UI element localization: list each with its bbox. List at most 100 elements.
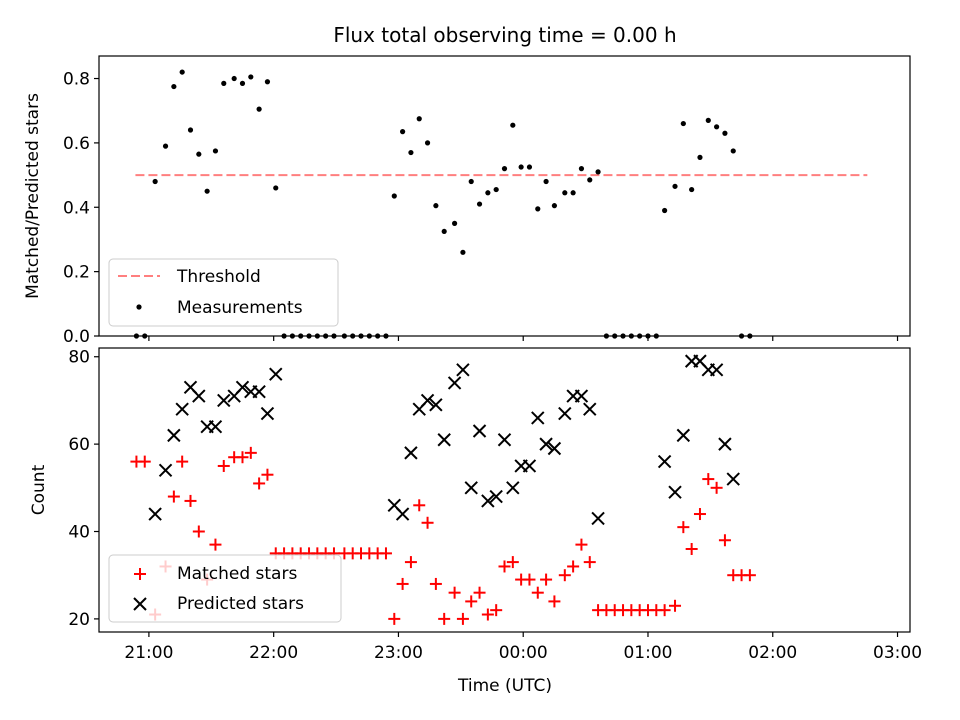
measurement-point <box>323 333 329 339</box>
matched-star-point <box>421 516 434 529</box>
measurement-point <box>433 203 439 209</box>
measurement-point <box>314 333 320 339</box>
matched-star-point <box>413 499 426 512</box>
predicted-star-point <box>429 398 443 412</box>
top-y-tick-label: 0.0 <box>63 327 90 347</box>
matched-star-point <box>567 560 580 573</box>
measurement-point <box>133 333 140 339</box>
measurement-point <box>526 164 533 170</box>
matched-star-point <box>388 612 401 625</box>
bottom-y-ticks: 20 40 60 80 <box>68 348 99 630</box>
top-y-tick-label: 0.8 <box>63 70 90 90</box>
predicted-legend-label: Predicted stars <box>177 594 304 614</box>
predicted-star-point <box>539 437 553 451</box>
predicted-star-point <box>235 380 250 395</box>
top-plot-frame <box>98 55 911 337</box>
predicted-star-point <box>726 472 740 486</box>
matched-star-point <box>244 446 257 459</box>
x-tick-label: 01:00 <box>623 643 672 663</box>
matched-star-point <box>548 595 561 608</box>
bottom-legend-box <box>108 554 342 623</box>
predicted-star-point <box>497 433 512 447</box>
predicted-star-point <box>657 454 672 469</box>
top-y-tick-label: 0.6 <box>63 134 90 154</box>
measurement-point <box>714 124 720 130</box>
matched-star-point <box>658 604 671 617</box>
predicted-star-point <box>481 494 495 508</box>
measurement-point <box>562 190 568 196</box>
matched-star-point <box>138 455 151 468</box>
matched-star-point <box>209 538 222 551</box>
x-axis-label: Time (UTC) <box>457 676 552 696</box>
measurement-point <box>603 333 609 339</box>
measurement-point <box>662 207 668 214</box>
matched-star-point <box>583 556 596 569</box>
x-tick-label: 00:00 <box>499 643 548 663</box>
measurement-point <box>239 80 246 86</box>
matched-star-point <box>490 604 503 617</box>
measurement-point <box>570 190 576 196</box>
x-tick-label: 02:00 <box>748 643 797 663</box>
measurement-point <box>187 127 194 133</box>
predicted-star-point <box>522 459 537 473</box>
bottom-series-points <box>130 354 756 625</box>
predicted-star-point <box>506 481 520 495</box>
predicted-star-point <box>167 428 181 443</box>
top-legend: Threshold Measurements <box>108 258 339 327</box>
matched-star-point <box>498 560 511 573</box>
predicted-star-point <box>676 428 691 443</box>
measurement-point <box>273 185 279 191</box>
x-tick-label: 21:00 <box>124 643 173 663</box>
predicted-star-point <box>547 441 562 456</box>
top-y-tick-label: 0.2 <box>63 263 90 283</box>
matched-star-point <box>396 577 409 590</box>
measurement-point <box>595 169 601 175</box>
measurement-point <box>281 333 287 339</box>
matched-star-point <box>456 612 469 625</box>
measurement-point <box>578 166 585 172</box>
matched-legend-label: Matched stars <box>177 564 297 584</box>
predicted-star-point <box>252 384 266 399</box>
matched-star-point <box>448 586 461 599</box>
predicted-star-point <box>269 367 283 381</box>
measurement-point <box>221 80 227 86</box>
predicted-star-point <box>583 402 597 416</box>
matched-star-point <box>481 608 494 621</box>
measurement-point <box>689 186 695 193</box>
matched-star-point <box>167 490 180 503</box>
predicted-star-point <box>175 402 189 416</box>
measurement-point <box>375 333 381 339</box>
top-y-axis-label: Matched/Predicted stars <box>23 93 43 299</box>
matched-legend-swatch <box>134 568 146 580</box>
predicted-star-point <box>420 393 435 408</box>
predicted-star-point <box>437 433 451 447</box>
measurement-point <box>416 116 422 122</box>
predicted-star-point <box>574 389 589 403</box>
matched-star-point <box>718 534 731 547</box>
chart-title: Flux total observing time = 0.00 h <box>333 23 676 47</box>
bottom-y-tick-label: 60 <box>68 435 90 455</box>
matched-star-point <box>685 542 698 555</box>
matched-star-point <box>236 451 249 464</box>
measurement-point <box>672 183 678 189</box>
matched-star-point <box>506 556 519 569</box>
measurement-point <box>231 75 237 82</box>
measurement-point <box>628 333 634 339</box>
measurement-point <box>645 333 651 339</box>
measurement-point <box>697 154 703 160</box>
matched-star-point <box>531 586 544 599</box>
measurement-point <box>493 186 499 193</box>
predicted-star-point <box>489 489 503 504</box>
matched-star-point <box>429 577 442 590</box>
matched-star-point <box>669 599 682 612</box>
measurement-point <box>350 333 356 339</box>
measurement-points <box>133 69 753 339</box>
matched-star-point <box>540 573 553 586</box>
matched-star-point <box>438 612 451 625</box>
predicted-star-point <box>148 507 162 521</box>
predicted-star-point <box>192 389 206 403</box>
measurement-point <box>306 333 312 339</box>
measurement-point <box>468 178 474 185</box>
measurement-point <box>738 333 745 339</box>
